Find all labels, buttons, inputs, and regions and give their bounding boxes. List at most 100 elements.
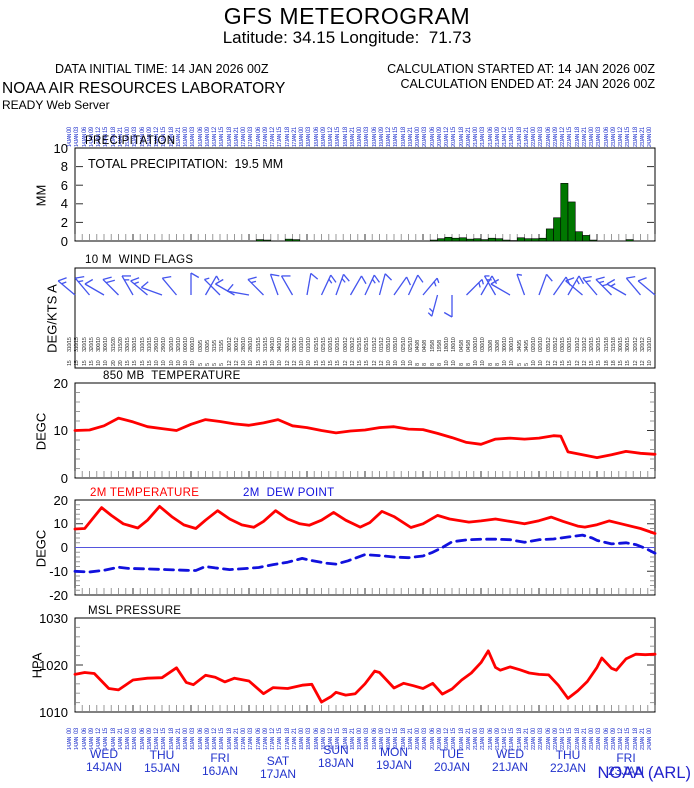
wind-dir-speed-micro-label: 315/18 xyxy=(603,337,610,352)
wind-dir-speed-micro-label: 340/10 xyxy=(270,337,276,352)
hour-micro-label: 18 xyxy=(110,728,117,734)
y-tick-label: 20 xyxy=(53,375,68,391)
day-of-week: THU xyxy=(555,748,581,762)
wind-dir-speed-micro-label: 315/15 xyxy=(262,337,269,352)
wind-dir-speed-micro-label: 045/8 xyxy=(465,340,472,352)
hour-micro-label: 00 xyxy=(357,728,363,734)
day-date: 22JAN xyxy=(549,761,587,775)
hour-micro-label: 03 xyxy=(190,728,197,734)
wind-dir-speed-micro-label: 300/12 xyxy=(233,337,240,352)
hour-micro-label: 09 xyxy=(494,728,501,734)
y-tick-label: 8 xyxy=(60,159,68,175)
wind-dir-speed-micro-label: 330/15 xyxy=(132,337,139,352)
wind-aux-micro-label: 8 xyxy=(429,363,436,366)
day-date: 20JAN xyxy=(433,760,471,774)
hour-micro-label: 15 xyxy=(161,728,168,734)
hour-micro-label: 21 xyxy=(117,728,124,734)
hour-micro-label: 06 xyxy=(81,728,88,734)
wind-dir-speed-micro-label: 310/10 xyxy=(647,337,653,352)
hour-micro-label: 09 xyxy=(552,728,559,734)
wind-aux-micro-label: 20 xyxy=(110,360,117,366)
wind-aux-micro-label: 10 xyxy=(509,360,516,366)
wind-aux-micro-label: 15 xyxy=(139,360,146,366)
wind-dir-speed-micro-label: 195/8 xyxy=(436,340,443,352)
wind-aux-micro-label: 10 xyxy=(502,360,508,366)
wind-dir-speed-micro-label: 315/20 xyxy=(110,337,117,352)
hour-micro-label: 09 xyxy=(146,728,153,734)
calculation-ended: CALCULATION ENDED AT: 24 JAN 2026 00Z xyxy=(400,77,656,91)
wind-dir-speed-micro-label: 330/12 xyxy=(291,337,298,352)
wind-aux-micro-label: 15 xyxy=(335,360,342,366)
hour-micro-label: 03 xyxy=(132,728,139,734)
y-tick-label: 6 xyxy=(60,177,68,193)
day-date: 17JAN xyxy=(259,767,297,781)
wind-dir-speed-micro-label: 330/8 xyxy=(487,340,494,352)
wind-aux-micro-label: 10 xyxy=(270,360,276,366)
wind-aux-micro-label: 8 xyxy=(415,363,421,366)
wind-dir-speed-micro-label: 180/10 xyxy=(444,337,450,352)
wind-dir-speed-micro-label: 310/15 xyxy=(74,337,81,352)
wind-aux-micro-label: 5 xyxy=(523,363,530,366)
date-micro-label: 17JAN xyxy=(248,736,255,750)
wind-dir-speed-micro-label: 020/15 xyxy=(328,337,334,352)
wind-dir-speed-micro-label: 340/5 xyxy=(523,340,530,352)
hour-micro-label: 03 xyxy=(538,728,545,734)
wind-aux-micro-label: 20 xyxy=(117,360,124,366)
hour-micro-label: 06 xyxy=(139,728,146,734)
hour-micro-label: 18 xyxy=(342,728,349,734)
date-micro-label: 23JAN xyxy=(610,736,617,750)
wind-dir-speed-micro-label: 315/5 xyxy=(212,340,218,352)
hour-micro-label: 00 xyxy=(589,728,595,734)
day-date: 19JAN xyxy=(375,758,413,772)
data-initial-time: DATA INITIAL TIME: 14 JAN 2026 00Z xyxy=(55,62,269,76)
day-date: 18JAN xyxy=(317,756,355,770)
wind-aux-micro-label: 10 xyxy=(154,360,160,366)
hour-micro-label: 18 xyxy=(632,728,639,734)
wind-dir-speed-micro-label: 035/12 xyxy=(552,337,559,352)
hour-micro-label: 21 xyxy=(233,728,240,734)
hour-micro-label: 21 xyxy=(291,728,298,734)
hour-micro-label: 15 xyxy=(625,728,632,734)
wind-dir-speed-micro-label: 320/10 xyxy=(175,337,182,352)
hour-micro-label: 15 xyxy=(393,728,400,734)
wind-aux-micro-label: 10 xyxy=(161,360,168,366)
hour-micro-label: 18 xyxy=(226,728,233,734)
wind-aux-micro-label: 8 xyxy=(422,363,429,366)
hour-micro-label: 21 xyxy=(407,728,414,734)
day-label: FRI 23JAN xyxy=(596,752,656,778)
date-micro-label: 16JAN xyxy=(197,736,204,750)
wind-aux-micro-label: 10 xyxy=(393,360,400,366)
wind-aux-micro-label: 10 xyxy=(96,360,102,366)
date-micro-label: 16JAN xyxy=(212,736,218,750)
hour-micro-label: 03 xyxy=(74,728,81,734)
wind-aux-micro-label: 15 xyxy=(618,360,624,366)
date-micro-label: 24JAN xyxy=(647,736,653,750)
wind-aux-micro-label: 12 xyxy=(342,360,349,366)
wind-dir-speed-micro-label: 025/15 xyxy=(313,337,320,352)
hour-micro-label: 12 xyxy=(212,728,218,734)
hour-micro-label: 18 xyxy=(284,728,291,734)
y-tick-label: -10 xyxy=(49,563,68,579)
hour-micro-label: 09 xyxy=(320,728,327,734)
wind-dir-speed-micro-label: 010/10 xyxy=(299,337,305,352)
hour-micro-label: 09 xyxy=(262,728,269,734)
hour-micro-label: 09 xyxy=(88,728,95,734)
day-of-week: FRI xyxy=(616,751,636,765)
hour-micro-label: 09 xyxy=(610,728,617,734)
hour-micro-label: 21 xyxy=(523,728,530,734)
wind-dir-speed-micro-label: 330/8 xyxy=(494,340,501,352)
wind-dir-speed-micro-label: 020/15 xyxy=(335,337,342,352)
wind-dir-speed-micro-label: 030/12 xyxy=(342,337,349,352)
wind-aux-micro-label: 5 xyxy=(204,363,211,366)
day-of-week: FRI xyxy=(210,751,230,765)
wind-dir-speed-micro-label: 280/10 xyxy=(241,337,247,352)
wind-dir-speed-micro-label: 320/12 xyxy=(639,337,646,352)
calculation-started: CALCULATION STARTED AT: 14 JAN 2026 00Z xyxy=(387,62,655,76)
wind-aux-micro-label: 18 xyxy=(603,360,610,366)
wind-aux-micro-label: 12 xyxy=(574,360,581,366)
wind-aux-micro-label: 10 xyxy=(103,360,110,366)
hour-micro-label: 15 xyxy=(451,728,458,734)
noaa-arl-credit: NOAA (ARL) xyxy=(597,764,691,782)
wind-dir-speed-micro-label: 300/15 xyxy=(618,337,624,352)
wind-aux-micro-label: 10 xyxy=(306,360,313,366)
